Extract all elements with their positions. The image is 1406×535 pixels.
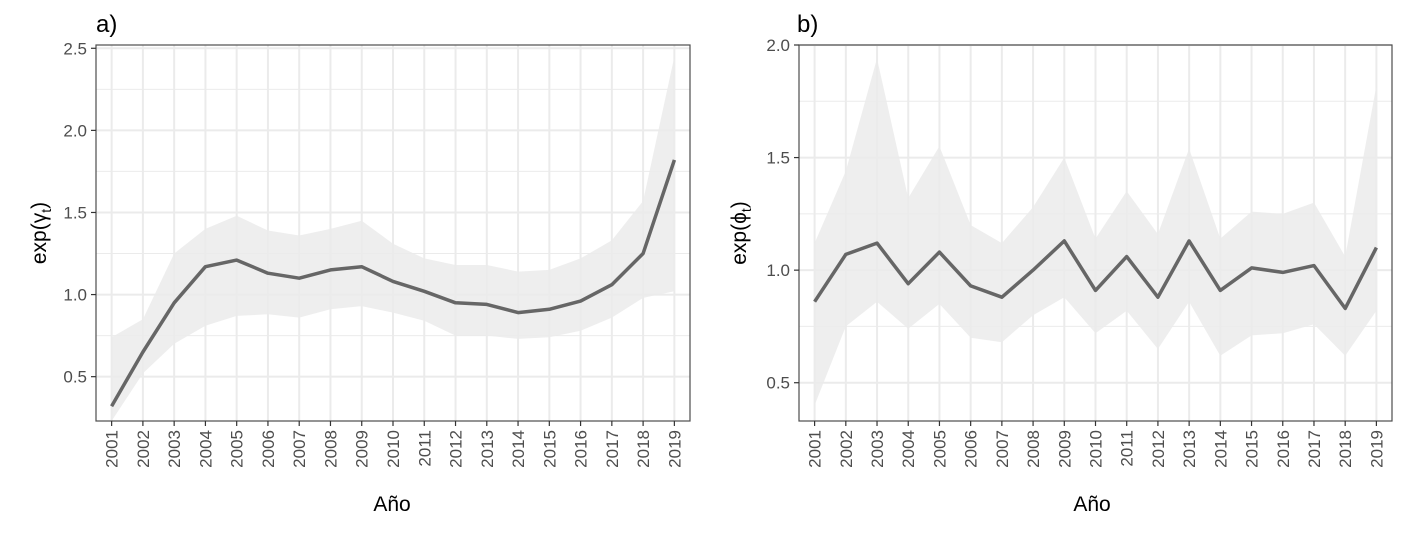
panel-b-x-tick-label: 2009 bbox=[1055, 430, 1074, 468]
panel-a-line-chart: 0.5 1.0 1.5 2.0 2.5 2001 2002 2003 2004 2005 2006 2… bbox=[28, 11, 691, 516]
panel-a-y-axis-title-symbol: γ bbox=[28, 212, 51, 223]
panel-b-y-tick-label: 1.0 bbox=[766, 261, 790, 280]
panel-b-x-tick-label: 2006 bbox=[962, 430, 981, 468]
panel-a-x-tick-label: 2003 bbox=[165, 430, 184, 468]
panel-a-y-axis-title-subscript: t bbox=[38, 209, 54, 213]
panel-a-x-tick-label: 2015 bbox=[540, 430, 559, 468]
panel-a-x-tick-label: 2004 bbox=[196, 430, 215, 468]
panel-a-y-axis-title-base: exp( bbox=[28, 223, 51, 264]
panel-b-x-tick-label: 2007 bbox=[993, 430, 1012, 468]
panel-b-x-tick-label: 2016 bbox=[1274, 430, 1293, 468]
panel-a-x-tick-label: 2019 bbox=[665, 430, 684, 468]
panel-b-x-tick-label: 2013 bbox=[1180, 430, 1199, 468]
panel-b-x-tick-label: 2019 bbox=[1367, 430, 1386, 468]
panel-b-x-tick-label: 2003 bbox=[868, 430, 887, 468]
panel-b-y-tick-label: 1.5 bbox=[766, 149, 790, 168]
panel-b-y-axis-title-subscript: t bbox=[738, 208, 754, 212]
panel-b-x-tick-label: 2004 bbox=[899, 430, 918, 468]
panel-a-x-tick-label: 2009 bbox=[353, 430, 372, 468]
panel-b-x-tick-label: 2011 bbox=[1118, 430, 1137, 467]
panel-b-y-axis-title-close: ) bbox=[728, 201, 751, 208]
panel-b-panel-label: b) bbox=[797, 11, 818, 38]
panel-b-y-tick-label: 0.5 bbox=[766, 374, 790, 393]
panel-a-x-tick-label: 2016 bbox=[572, 430, 591, 468]
panel-b-y-axis-title-base: exp( bbox=[728, 224, 751, 265]
panel-b-x-tick-label: 2008 bbox=[1024, 430, 1043, 468]
panel-a-x-tick-label: 2010 bbox=[384, 430, 403, 468]
panel-a-y-axis-title-close: ) bbox=[28, 202, 51, 209]
panel-a-x-axis-title: Año bbox=[373, 493, 410, 516]
panel-a-x-tick-label: 2002 bbox=[134, 430, 153, 468]
panel-a-y-tick-label: 2.5 bbox=[63, 39, 87, 58]
panel-a-x-tick-label: 2007 bbox=[290, 430, 309, 468]
panel-a-y-tick-label: 1.5 bbox=[63, 203, 87, 222]
panel-a-x-tick-label: 2006 bbox=[259, 430, 278, 468]
panel-a-x-tick-label: 2005 bbox=[228, 430, 247, 468]
panel-b-confidence-band bbox=[814, 58, 1377, 406]
panel-b-x-axis-title: Año bbox=[1073, 493, 1110, 516]
panel-a-y-axis-title: exp(γt) bbox=[28, 202, 54, 264]
panel-b-x-tick-label: 2014 bbox=[1211, 430, 1230, 468]
panel-a-x-tick-label: 2012 bbox=[447, 430, 466, 468]
panel-b-x-tick-label: 2017 bbox=[1305, 430, 1324, 468]
panel-a-y-tick-label: 1.0 bbox=[63, 286, 87, 305]
panel-b-y-tick-label: 2.0 bbox=[766, 36, 790, 55]
panel-a-x-tick-label: 2013 bbox=[478, 430, 497, 468]
panel-b-x-tick-label: 2001 bbox=[806, 430, 825, 468]
panel-b-y-axis-title: exp(ϕt) bbox=[728, 201, 754, 265]
panel-a-x-tick-label: 2014 bbox=[509, 430, 528, 468]
panel-b-x-tick-label: 2005 bbox=[930, 430, 949, 468]
panel-a-panel-label: a) bbox=[96, 11, 117, 38]
panel-a-x-tick-label: 2018 bbox=[634, 430, 653, 468]
panel-a-confidence-band bbox=[111, 56, 675, 421]
panel-a-x-tick-label: 2017 bbox=[603, 430, 622, 468]
panel-b-line-chart: 0.5 1.0 1.5 2.0 2001 2002 2003 2004 2005 2006 2007… bbox=[728, 11, 1393, 516]
panel-b-x-tick-label: 2010 bbox=[1087, 430, 1106, 468]
panel-a-x-tick-label: 2008 bbox=[321, 430, 340, 468]
panel-a-x-tick-label: 2011 bbox=[415, 430, 434, 467]
panel-b-x-tick-label: 2018 bbox=[1336, 430, 1355, 468]
panel-b-x-tick-label: 2002 bbox=[837, 430, 856, 468]
panel-a-y-tick-label: 2.0 bbox=[63, 121, 87, 140]
panel-a-y-tick-label: 0.5 bbox=[63, 368, 87, 387]
panel-a-x-tick-label: 2001 bbox=[103, 430, 122, 468]
panel-b-x-tick-label: 2015 bbox=[1243, 430, 1262, 468]
panel-b-y-axis-title-symbol: ϕ bbox=[728, 212, 751, 224]
panel-b-x-tick-label: 2012 bbox=[1149, 430, 1168, 468]
